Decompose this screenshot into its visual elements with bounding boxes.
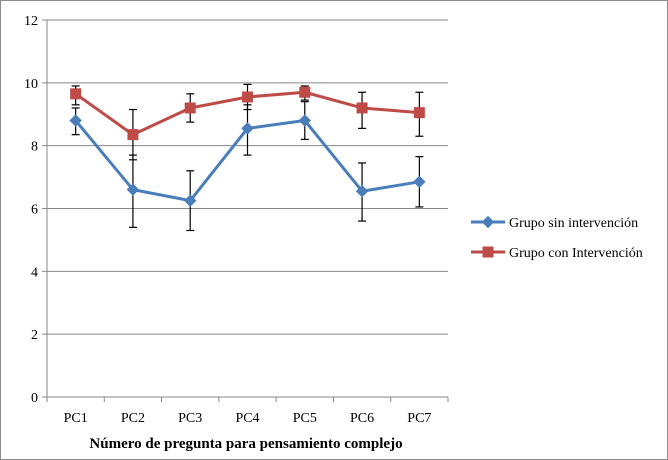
legend-label-sin: Grupo sin intervención xyxy=(509,216,638,231)
data-point-sin xyxy=(355,185,369,198)
legend-marker-sin xyxy=(481,215,495,229)
data-point-sin xyxy=(298,114,311,127)
data-point-sin xyxy=(69,114,82,127)
data-point-sin xyxy=(413,175,426,189)
x-axis-title: Número de pregunta para pensamiento comp… xyxy=(89,436,402,452)
data-point-sin xyxy=(184,194,197,207)
data-point-con xyxy=(70,88,82,100)
legend-label-con: Grupo con Intervención xyxy=(509,246,643,261)
data-point-con xyxy=(413,107,425,119)
x-tick-label: PC6 xyxy=(350,411,374,426)
data-point-sin xyxy=(241,122,254,135)
x-tick-label: PC3 xyxy=(178,411,202,426)
x-tick-label: PC5 xyxy=(293,411,317,426)
y-tick-label: 6 xyxy=(31,203,38,218)
data-point-con xyxy=(299,86,311,98)
y-tick-label: 4 xyxy=(31,265,38,280)
x-tick-label: PC2 xyxy=(121,411,145,426)
data-point-con xyxy=(242,91,253,103)
y-tick-label: 10 xyxy=(24,77,38,92)
y-tick-label: 12 xyxy=(24,14,38,29)
data-point-sin xyxy=(126,183,140,196)
data-point-con xyxy=(184,102,196,114)
y-tick-label: 8 xyxy=(31,140,38,155)
data-point-con xyxy=(127,129,139,141)
y-tick-label: 2 xyxy=(31,328,38,343)
y-tick-label: 0 xyxy=(31,391,38,406)
x-tick-label: PC7 xyxy=(407,411,431,426)
legend-marker-con xyxy=(482,246,494,258)
x-tick-label: PC1 xyxy=(64,411,88,426)
data-point-con xyxy=(356,102,368,114)
x-tick-label: PC4 xyxy=(235,411,259,426)
